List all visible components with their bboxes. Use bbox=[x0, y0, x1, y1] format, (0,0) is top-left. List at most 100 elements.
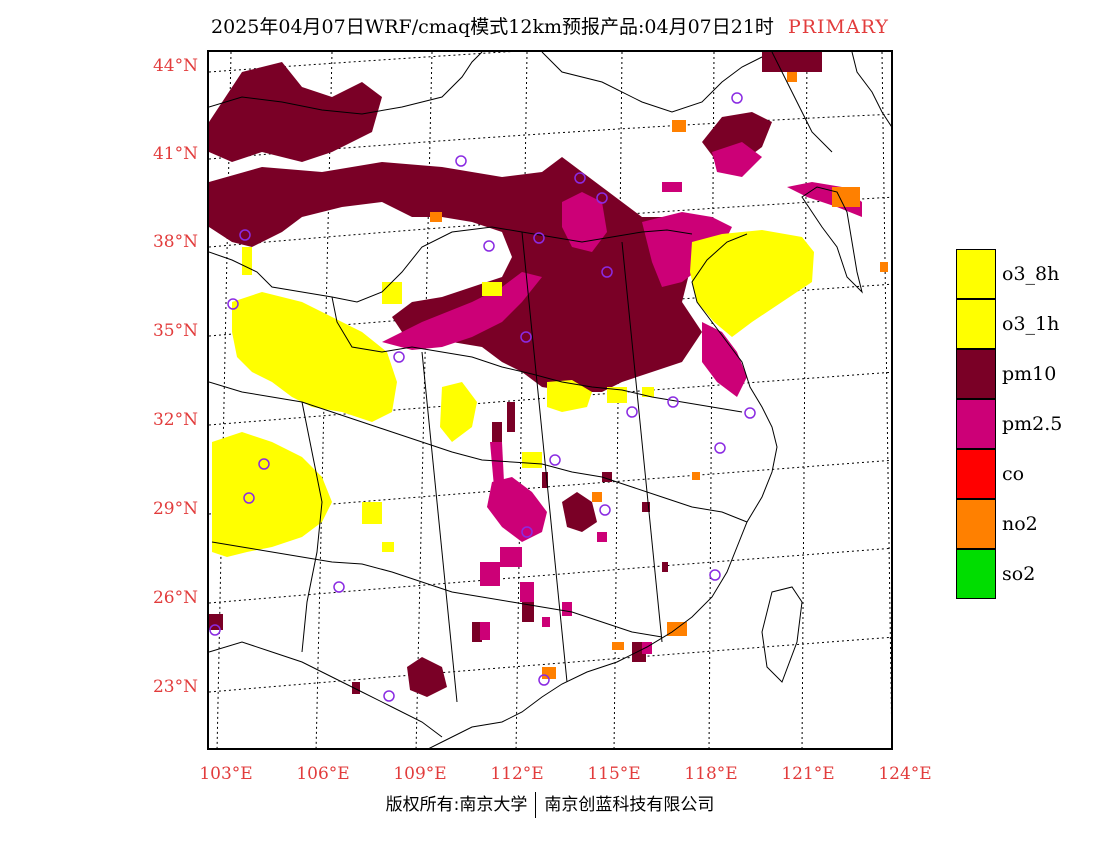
pm25-block bbox=[480, 562, 500, 586]
lon-label-115: 115°E bbox=[587, 764, 641, 784]
forecast-map bbox=[207, 50, 893, 750]
station-marker bbox=[258, 458, 270, 470]
station-marker bbox=[455, 155, 467, 167]
copyright-right: 南京创蓝科技有限公司 bbox=[544, 795, 715, 815]
no2-block bbox=[430, 212, 442, 222]
station-marker bbox=[744, 407, 756, 419]
station-marker bbox=[483, 240, 495, 252]
lat-label-26: 26°N bbox=[152, 588, 198, 608]
station-marker bbox=[520, 331, 532, 343]
pm25-block bbox=[597, 532, 607, 542]
lat-label-23: 23°N bbox=[152, 677, 198, 697]
pm25-area bbox=[702, 322, 747, 397]
legend-label-pm10: pm10 bbox=[1002, 363, 1057, 385]
lon-label-124: 124°E bbox=[878, 764, 932, 784]
station-marker bbox=[243, 492, 255, 504]
pm10-block bbox=[522, 602, 534, 622]
station-markers bbox=[209, 92, 756, 702]
title-text: 2025年04月07日WRF/cmaq模式12km预报产品:04月07日21时 bbox=[211, 16, 774, 38]
o3-area bbox=[232, 292, 397, 422]
station-marker bbox=[239, 229, 251, 241]
station-marker bbox=[731, 92, 743, 104]
legend-swatch-pm10 bbox=[956, 349, 996, 399]
pm25-area bbox=[562, 192, 607, 252]
primary-tag: PRIMARY bbox=[787, 16, 889, 38]
pm25-block bbox=[480, 622, 490, 640]
pm10-area bbox=[562, 492, 597, 532]
pm10-block bbox=[602, 472, 612, 482]
legend-label-no2: no2 bbox=[1002, 513, 1038, 535]
no2-block bbox=[672, 120, 686, 132]
pm25-block bbox=[662, 182, 682, 192]
o3-block bbox=[382, 542, 394, 552]
copyright-separator bbox=[535, 792, 537, 818]
lat-label-41: 41°N bbox=[152, 144, 198, 164]
no2-block bbox=[832, 187, 860, 207]
lon-label-112: 112°E bbox=[490, 764, 544, 784]
station-marker bbox=[533, 232, 545, 244]
pm25-area bbox=[487, 477, 547, 542]
no2-block bbox=[787, 72, 797, 82]
no2-block bbox=[612, 642, 624, 650]
lat-label-35: 35°N bbox=[152, 321, 198, 341]
station-marker bbox=[626, 406, 638, 418]
legend-label-o3-8h: o3_8h bbox=[1002, 263, 1060, 285]
no2-region bbox=[430, 72, 888, 679]
copyright: 版权所有:南京大学 南京创蓝科技有限公司 bbox=[0, 790, 1100, 818]
station-marker bbox=[599, 504, 611, 516]
no2-block bbox=[667, 622, 687, 636]
legend-swatch-pm25 bbox=[956, 399, 996, 449]
no2-block bbox=[592, 492, 602, 502]
o3-area bbox=[212, 432, 332, 557]
pm10-block bbox=[352, 682, 360, 694]
o3-area bbox=[547, 380, 592, 412]
lon-label-103: 103°E bbox=[199, 764, 253, 784]
station-marker bbox=[538, 674, 550, 686]
o3-area bbox=[440, 382, 477, 442]
station-marker bbox=[383, 690, 395, 702]
station-marker bbox=[667, 396, 679, 408]
legend-swatch-co bbox=[956, 449, 996, 499]
lon-label-121: 121°E bbox=[781, 764, 835, 784]
o3-area bbox=[690, 230, 814, 337]
pm10-block bbox=[507, 402, 515, 432]
pm10-block bbox=[642, 502, 650, 512]
legend-label-pm25: pm2.5 bbox=[1002, 413, 1063, 435]
station-marker bbox=[521, 526, 533, 538]
pm10-area bbox=[209, 62, 382, 162]
station-marker bbox=[709, 569, 721, 581]
legend-swatch-o3-1h bbox=[956, 299, 996, 349]
pm10-area bbox=[407, 657, 447, 697]
boundaries bbox=[209, 52, 891, 748]
legend-swatch-no2 bbox=[956, 499, 996, 549]
legend-label-so2: so2 bbox=[1002, 563, 1036, 585]
lat-label-29: 29°N bbox=[152, 499, 198, 519]
pm25-block bbox=[542, 617, 550, 627]
station-marker bbox=[549, 454, 561, 466]
o3-block bbox=[482, 282, 502, 296]
station-marker bbox=[714, 442, 726, 454]
station-marker bbox=[227, 298, 239, 310]
lon-label-118: 118°E bbox=[684, 764, 738, 784]
o3-block bbox=[522, 452, 542, 468]
station-marker bbox=[333, 581, 345, 593]
o3-block bbox=[642, 387, 654, 397]
pm25-area bbox=[490, 442, 504, 487]
pm25-block bbox=[642, 642, 652, 654]
station-marker bbox=[209, 624, 221, 636]
map-canvas bbox=[209, 52, 891, 748]
pm10-block bbox=[472, 622, 482, 642]
station-marker bbox=[596, 192, 608, 204]
station-marker bbox=[601, 266, 613, 278]
lon-label-109: 109°E bbox=[393, 764, 447, 784]
lon-label-106: 106°E bbox=[296, 764, 350, 784]
legend-label-co: co bbox=[1002, 463, 1025, 485]
lat-label-32: 32°N bbox=[152, 410, 198, 430]
map-title: 2025年04月07日WRF/cmaq模式12km预报产品:04月07日21时 P… bbox=[0, 12, 1100, 39]
lat-label-38: 38°N bbox=[152, 232, 198, 252]
legend-label-o3-1h: o3_1h bbox=[1002, 313, 1060, 335]
copyright-left: 版权所有:南京大学 bbox=[385, 795, 528, 815]
pm25-area bbox=[712, 142, 762, 177]
o3-region bbox=[212, 230, 814, 557]
pm25-area bbox=[642, 212, 732, 287]
